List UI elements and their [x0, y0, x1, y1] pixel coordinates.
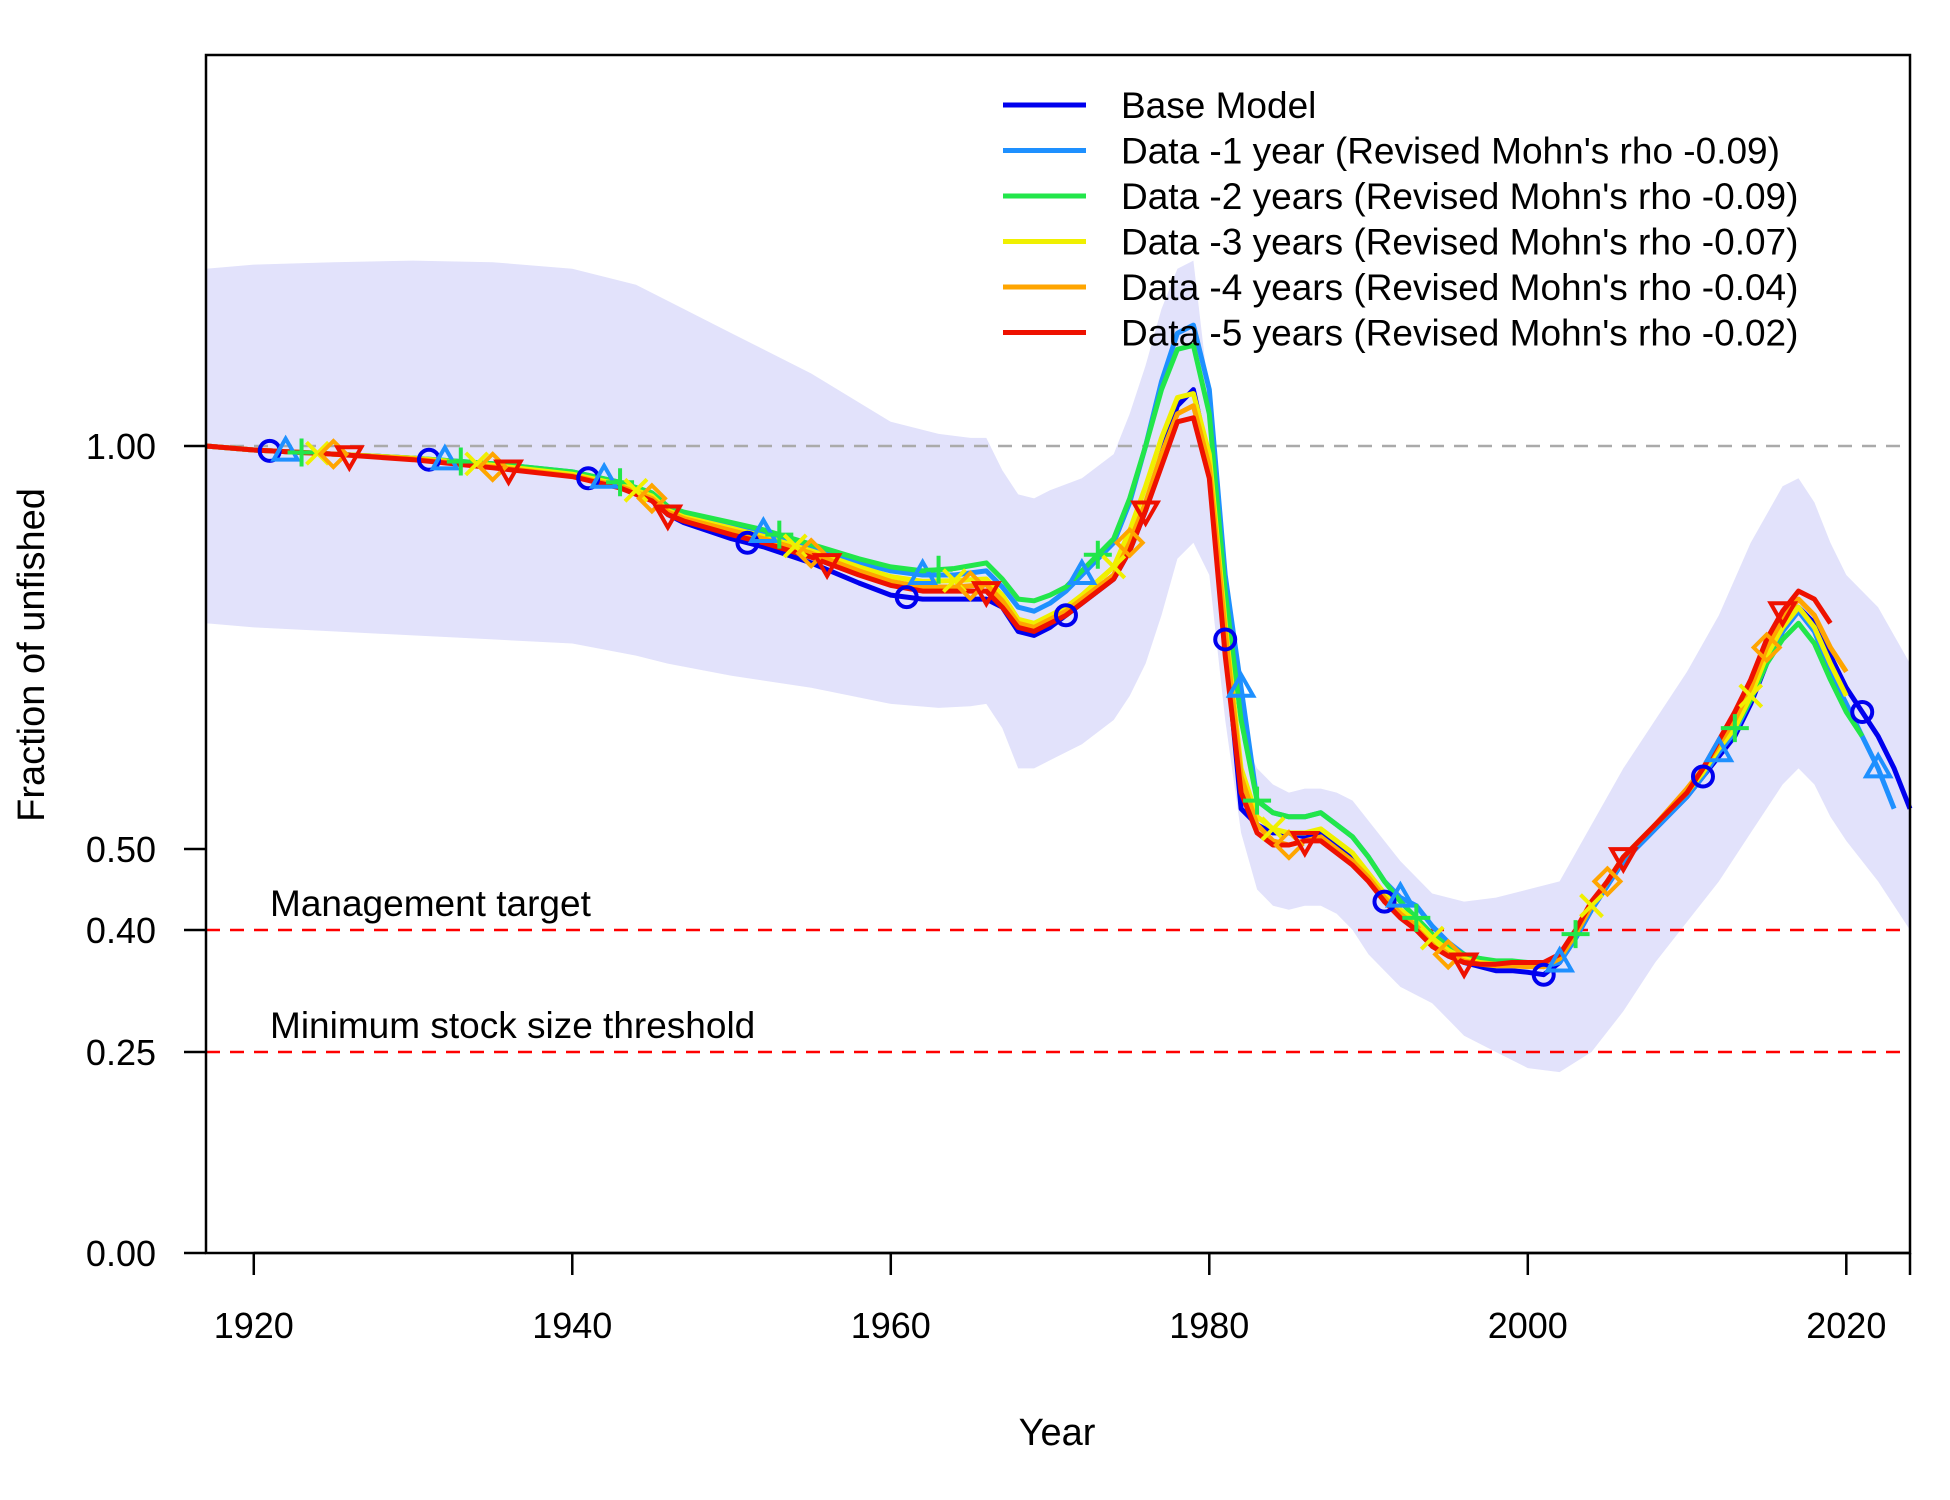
- uncertainty-band-layer: [206, 260, 1910, 1073]
- legend-label-1: Data -1 year (Revised Mohn's rho -0.09): [1121, 131, 1780, 172]
- reference-line-label-2: Minimum stock size threshold: [270, 1005, 755, 1046]
- series-3-marker-3: [782, 533, 808, 559]
- series-5-marker-8: [1607, 847, 1639, 875]
- series-5-marker-4: [970, 581, 1002, 609]
- series-markers-layer: [257, 434, 1894, 987]
- y-tick-label-1: 0.25: [86, 1032, 156, 1073]
- legend-label-3: Data -3 years (Revised Mohn's rho -0.07): [1121, 222, 1798, 263]
- series-1-marker-3: [747, 516, 779, 544]
- x-tick-label-3: 1980: [1169, 1305, 1249, 1346]
- series-0-marker-7: [1372, 889, 1397, 914]
- series-0-marker-6: [1213, 627, 1238, 652]
- series-0-marker-4: [894, 585, 919, 610]
- series-0-marker-8: [1531, 962, 1556, 987]
- series-5-marker-9: [1767, 601, 1799, 629]
- series-1-marker-1: [429, 443, 461, 471]
- series-4-marker-7: [1432, 938, 1464, 971]
- series-2-marker-5: [1083, 540, 1112, 569]
- series-3-marker-2: [623, 477, 649, 503]
- series-0-marker-10: [1850, 699, 1875, 724]
- series-4-marker-0: [317, 438, 350, 470]
- series-0-marker-9: [1690, 764, 1715, 789]
- series-4-marker-9: [1750, 631, 1783, 664]
- series-5-marker-3: [811, 553, 843, 581]
- series-5-marker-1: [493, 459, 525, 487]
- series-2-marker-1: [446, 447, 475, 476]
- series-4-marker-8: [1591, 865, 1624, 898]
- y-tick-label-0: 0.00: [86, 1233, 156, 1274]
- series-5-marker-2: [652, 504, 684, 532]
- x-tick-label-2: 1960: [851, 1305, 931, 1346]
- legend: Base Model Data -1 year (Revised Mohn's r…: [1003, 85, 1798, 354]
- series-2-marker-0: [287, 438, 316, 467]
- series-5-marker-7: [1448, 952, 1480, 980]
- series-1-marker-7: [1384, 880, 1416, 908]
- y-axis: 0.00 0.25 0.40 0.50 1.00: [86, 426, 206, 1274]
- series-1-marker-8: [1544, 945, 1576, 973]
- legend-label-0: Base Model: [1121, 85, 1316, 126]
- series-2-marker-3: [765, 520, 794, 549]
- series-4-marker-2: [636, 482, 668, 515]
- y-tick-label-4: 1.00: [86, 426, 156, 467]
- series-2-marker-6: [1243, 786, 1272, 815]
- series-0-marker-5: [1053, 603, 1078, 628]
- series-1-marker-4: [907, 557, 939, 585]
- y-axis-title: Fraction of unfished: [11, 488, 53, 822]
- series-1-marker-6: [1225, 670, 1257, 698]
- series-2-marker-7: [1402, 903, 1431, 932]
- y-tick-label-2: 0.40: [86, 910, 156, 951]
- series-2-marker-4: [924, 555, 953, 584]
- y-tick-label-3: 0.50: [86, 829, 156, 870]
- series-5-marker-0: [333, 445, 365, 473]
- series-3-marker-7: [1419, 925, 1445, 951]
- reference-line-label-1: Management target: [270, 883, 592, 924]
- series-3-marker-9: [1738, 683, 1764, 709]
- series-1-marker-10: [1862, 751, 1894, 779]
- legend-label-4: Data -4 years (Revised Mohn's rho -0.04): [1121, 267, 1798, 308]
- series-1-marker-0: [270, 434, 302, 462]
- x-tick-label-1: 1940: [532, 1305, 612, 1346]
- series-1-marker-5: [1066, 557, 1098, 585]
- series-5-marker-5: [1130, 500, 1162, 528]
- series-1-marker-2: [588, 461, 620, 489]
- legend-label-5: Data -5 years (Revised Mohn's rho -0.02): [1121, 313, 1798, 354]
- series-2-marker-9: [1720, 714, 1749, 743]
- x-tick-label-5: 2020: [1806, 1305, 1886, 1346]
- series-3-marker-8: [1579, 893, 1604, 919]
- x-axis-title: Year: [1019, 1412, 1096, 1454]
- uncertainty-band: [206, 260, 1910, 1073]
- x-tick-label-0: 1920: [214, 1305, 294, 1346]
- series-4-marker-5: [1113, 526, 1146, 559]
- x-tick-label-4: 2000: [1488, 1305, 1568, 1346]
- series-1-marker-9: [1703, 735, 1735, 763]
- x-axis: 1920 1940 1960 1980 2000 2020: [214, 1251, 1912, 1346]
- series-4-marker-3: [795, 537, 827, 570]
- series-5-marker-6: [1289, 830, 1321, 858]
- series-3-marker-6: [1260, 816, 1286, 842]
- series-2-marker-8: [1561, 920, 1590, 949]
- series-3-marker-5: [1101, 554, 1127, 580]
- reference-lines-layer: Management target Minimum stock size thre…: [206, 444, 1910, 1054]
- legend-label-2: Data -2 years (Revised Mohn's rho -0.09): [1121, 176, 1798, 217]
